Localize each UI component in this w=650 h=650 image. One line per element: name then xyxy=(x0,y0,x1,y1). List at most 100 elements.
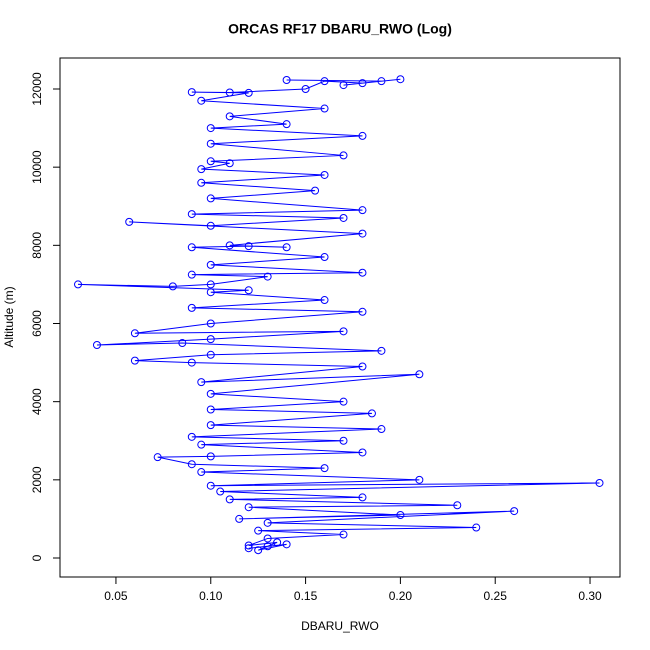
data-point xyxy=(206,194,215,203)
data-point xyxy=(168,282,177,291)
data-point xyxy=(187,460,196,469)
data-point xyxy=(153,453,162,462)
data-point xyxy=(197,378,206,387)
data-point xyxy=(225,112,234,121)
data-point xyxy=(320,104,329,113)
data-point xyxy=(125,217,134,226)
y-tick-label: 0 xyxy=(30,554,44,561)
data-point xyxy=(263,534,272,543)
data-point xyxy=(130,356,139,365)
x-tick-label: 0.10 xyxy=(199,589,223,603)
data-point xyxy=(396,511,405,520)
data-point xyxy=(206,319,215,328)
data-point xyxy=(415,475,424,484)
data-point xyxy=(206,350,215,359)
data-point xyxy=(472,523,481,532)
data-point xyxy=(358,206,367,215)
data-point xyxy=(187,270,196,279)
data-point xyxy=(244,286,253,295)
data-point xyxy=(358,229,367,238)
data-point xyxy=(254,526,263,535)
data-point xyxy=(225,495,234,504)
data-point xyxy=(453,501,462,510)
data-point xyxy=(187,303,196,312)
chart-title: ORCAS RF17 DBARU_RWO (Log) xyxy=(228,21,452,37)
y-tick-label: 6000 xyxy=(30,310,44,337)
data-point xyxy=(197,178,206,187)
data-point xyxy=(225,88,234,97)
data-point xyxy=(311,186,320,195)
data-point xyxy=(225,159,234,168)
data-point xyxy=(339,436,348,445)
x-tick-label: 0.15 xyxy=(294,589,318,603)
x-axis-label: DBARU_RWO xyxy=(301,619,379,633)
data-point xyxy=(339,530,348,539)
data-point xyxy=(358,448,367,457)
data-line xyxy=(77,78,600,551)
data-point xyxy=(206,335,215,344)
data-point xyxy=(254,546,263,555)
y-tick-label: 8000 xyxy=(30,232,44,259)
data-point xyxy=(206,221,215,230)
data-point xyxy=(377,77,386,86)
y-axis-label: Altitude (m) xyxy=(2,286,16,347)
data-point xyxy=(358,79,367,88)
y-tick-label: 12000 xyxy=(30,72,44,106)
data-point xyxy=(244,544,253,553)
data-point xyxy=(206,139,215,148)
data-point xyxy=(206,481,215,490)
data-point xyxy=(187,358,196,367)
data-point xyxy=(377,425,386,434)
data-point xyxy=(339,213,348,222)
data-point xyxy=(187,432,196,441)
data-point xyxy=(263,518,272,527)
data-point xyxy=(320,253,329,262)
y-tick-label: 2000 xyxy=(30,466,44,493)
data-point xyxy=(367,409,376,418)
data-point xyxy=(74,280,83,289)
data-point xyxy=(187,88,196,97)
data-point xyxy=(282,243,291,252)
data-point xyxy=(130,329,139,338)
data-point xyxy=(273,538,282,547)
data-point xyxy=(244,88,253,97)
data-point xyxy=(263,272,272,281)
data-point xyxy=(206,280,215,289)
data-point xyxy=(510,507,519,516)
data-point xyxy=(206,124,215,133)
data-point xyxy=(206,405,215,414)
x-tick-label: 0.05 xyxy=(104,589,128,603)
data-point xyxy=(244,503,253,512)
data-point xyxy=(178,339,187,348)
x-tick-label: 0.30 xyxy=(578,589,602,603)
data-point xyxy=(206,421,215,430)
data-point xyxy=(320,77,329,86)
data-point xyxy=(358,268,367,277)
data-point xyxy=(216,487,225,496)
data-point xyxy=(339,327,348,336)
data-point xyxy=(282,540,291,549)
data-point xyxy=(197,96,206,105)
data-point xyxy=(244,541,253,550)
data-point xyxy=(197,440,206,449)
data-point xyxy=(595,478,604,487)
data-point xyxy=(206,260,215,269)
data-point xyxy=(339,81,348,90)
plot-frame xyxy=(59,57,621,578)
data-point xyxy=(225,241,234,250)
data-point xyxy=(358,493,367,502)
data-point xyxy=(282,76,291,85)
data-point xyxy=(206,452,215,461)
data-point xyxy=(187,210,196,219)
x-tick-label: 0.20 xyxy=(389,589,413,603)
data-point xyxy=(282,120,291,129)
data-point xyxy=(358,131,367,140)
y-tick-label: 10000 xyxy=(30,150,44,184)
data-point xyxy=(358,307,367,316)
data-point xyxy=(92,340,101,349)
data-point xyxy=(320,296,329,305)
data-point xyxy=(320,464,329,473)
data-point xyxy=(197,468,206,477)
x-tick-label: 0.25 xyxy=(484,589,508,603)
